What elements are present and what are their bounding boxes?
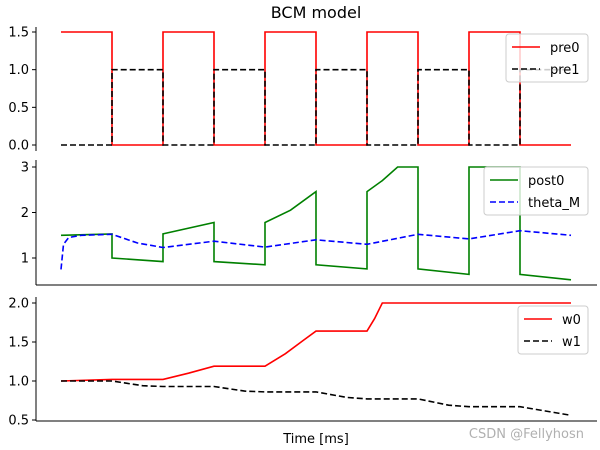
legend-label-w0: w0 (562, 313, 581, 328)
legend-box (517, 305, 589, 355)
legend-label-post0: post0 (528, 174, 564, 189)
legend-label-theta-M: theta_M (528, 196, 580, 211)
legend-post: post0 theta_M (483, 166, 589, 216)
series-lines (61, 31, 571, 146)
series-w1 (61, 380, 572, 417)
legend-box (483, 166, 589, 216)
y-tick-label: 0.5 (8, 414, 29, 429)
series-w0 (60, 302, 571, 382)
y-tick-label: 0.5 (8, 101, 29, 116)
panel-post: 1 2 3 post0 theta_M (21, 160, 597, 286)
legend-label-pre1: pre1 (550, 63, 580, 78)
y-tick-label: 2 (21, 206, 29, 221)
y-tick-label: 1 (21, 252, 29, 267)
series-pre1 (61, 68, 571, 146)
y-tick-label: 2.0 (8, 297, 29, 312)
y-tick-label: 3 (21, 161, 29, 176)
legend-label-pre0: pre0 (550, 41, 580, 56)
watermark: CSDN @Fellyhosn (469, 427, 584, 442)
legend-label-w1: w1 (562, 335, 581, 350)
y-tick-label: 1.5 (8, 26, 29, 41)
y-ticks: 1 2 3 (21, 161, 36, 267)
y-ticks: 0.0 0.5 1.0 1.5 (8, 26, 36, 154)
y-ticks: 0.5 1.0 1.5 2.0 (8, 297, 36, 429)
series-lines (60, 166, 572, 281)
series-post0 (60, 166, 572, 281)
panel-pre: 0.0 0.5 1.0 1.5 pre0 pre1 (8, 26, 589, 154)
x-axis-label: Time [ms] (282, 432, 349, 447)
series-theta-M (60, 229, 572, 270)
figure-title: BCM model (271, 3, 362, 22)
y-tick-label: 1.5 (8, 336, 29, 351)
series-lines (60, 302, 572, 417)
legend-box (505, 33, 589, 83)
y-tick-label: 1.0 (8, 375, 29, 390)
legend-pre: pre0 pre1 (505, 33, 589, 83)
y-tick-label: 1.0 (8, 63, 29, 78)
y-tick-label: 0.0 (8, 139, 29, 154)
